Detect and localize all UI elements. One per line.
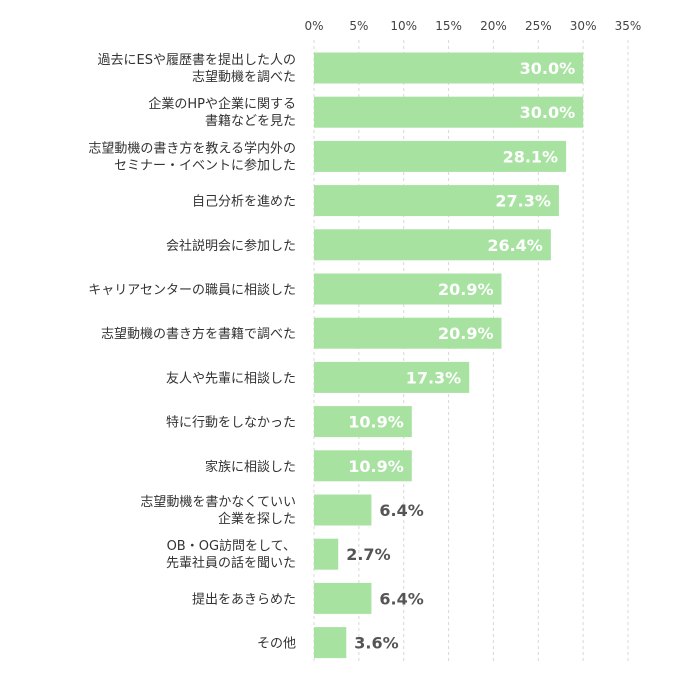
category-label: 過去にESや履歴書を提出した人の志望動機を調べた	[98, 52, 296, 85]
category-label-line: 志望動機の書き方を書籍で調べた	[101, 326, 296, 342]
bar	[314, 627, 347, 659]
category-label-line: 特に行動をしなかった	[166, 416, 296, 431]
bar	[314, 52, 584, 84]
bar	[314, 229, 551, 261]
category-label-line: その他	[257, 637, 296, 652]
category-label: OB・OG訪問をして、先輩社員の話を聞いた	[166, 538, 296, 571]
category-label-line: 志望動機を書かなくていい	[140, 494, 296, 510]
category-label-line: 志望動機を調べた	[192, 69, 296, 85]
x-tick-label: 30%	[570, 19, 597, 33]
category-label-line: セミナー・イベントに参加した	[114, 157, 296, 173]
bar	[314, 273, 502, 305]
x-tick-label: 15%	[435, 19, 462, 33]
category-label: 家族に相談した	[205, 459, 296, 475]
bar	[314, 96, 584, 128]
bar	[314, 494, 372, 526]
category-label-line: 過去にESや履歴書を提出した人の	[98, 52, 296, 68]
category-label-line: 志望動機の書き方を教える学内外の	[88, 140, 296, 156]
value-label: 6.4%	[379, 501, 423, 520]
category-label-line: 企業のHPや企業に関する	[148, 96, 296, 112]
value-label: 10.9%	[348, 457, 404, 476]
category-label-line: 企業を探した	[218, 511, 296, 527]
bar	[314, 361, 470, 393]
x-tick-label: 10%	[390, 19, 417, 33]
category-label: その他	[257, 637, 296, 652]
x-tick-label: 0%	[304, 19, 323, 33]
category-label: 自己分析を進めた	[192, 195, 296, 210]
bar	[314, 406, 412, 438]
category-label-line: 家族に相談した	[205, 459, 296, 475]
category-label: 友人や先輩に相談した	[166, 370, 296, 386]
category-label: キャリアセンターの職員に相談した	[88, 282, 296, 298]
category-label: 特に行動をしなかった	[166, 416, 296, 431]
value-label: 27.3%	[495, 192, 551, 211]
bar	[314, 317, 502, 349]
category-label: 志望動機の書き方を教える学内外のセミナー・イベントに参加した	[88, 140, 296, 173]
bars	[314, 52, 584, 659]
category-labels: 過去にESや履歴書を提出した人の志望動機を調べた企業のHPや企業に関する書籍など…	[88, 52, 296, 652]
value-label: 30.0%	[520, 59, 576, 78]
value-label: 20.9%	[438, 324, 494, 343]
category-label: 会社説明会に参加した	[166, 238, 296, 254]
value-label: 26.4%	[487, 236, 543, 255]
category-label-line: 自己分析を進めた	[192, 195, 296, 210]
bar	[314, 538, 339, 570]
value-label: 6.4%	[379, 589, 423, 608]
category-label: 志望動機の書き方を書籍で調べた	[101, 326, 296, 342]
value-label: 10.9%	[348, 413, 404, 432]
value-labels: 30.0% 30.0% 28.1% 27.3% 26.4% 20.9% 20.9% 17.3%…	[346, 59, 575, 653]
category-label-line: 提出をあきらめた	[192, 591, 296, 607]
gridlines	[313, 40, 629, 662]
value-label: 17.3%	[406, 368, 462, 387]
category-label: 志望動機を書かなくていい企業を探した	[140, 494, 296, 527]
bar	[314, 140, 567, 172]
category-label-line: 会社説明会に参加した	[166, 238, 296, 254]
value-label: 28.1%	[503, 147, 559, 166]
x-tick-label: 5%	[349, 19, 368, 33]
value-label: 2.7%	[346, 545, 390, 564]
bar	[314, 450, 412, 482]
bar	[314, 582, 372, 614]
bar	[314, 185, 559, 217]
x-tick-label: 20%	[480, 19, 507, 33]
value-label: 20.9%	[438, 280, 494, 299]
category-label-line: 書籍などを見た	[205, 113, 296, 129]
category-label-line: 友人や先輩に相談した	[166, 370, 296, 386]
value-label: 30.0%	[520, 103, 576, 122]
category-label-line: OB・OG訪問をして、	[167, 538, 296, 554]
value-label: 3.6%	[354, 634, 398, 653]
x-axis-ticks: 0% 5% 10% 15% 20% 25% 30% 35%	[304, 19, 641, 33]
category-label-line: キャリアセンターの職員に相談した	[88, 282, 296, 298]
category-label-line: 先輩社員の話を聞いた	[166, 555, 296, 571]
category-label: 企業のHPや企業に関する書籍などを見た	[148, 96, 296, 129]
x-tick-label: 25%	[525, 19, 552, 33]
x-tick-label: 35%	[615, 19, 642, 33]
category-label: 提出をあきらめた	[192, 591, 296, 607]
